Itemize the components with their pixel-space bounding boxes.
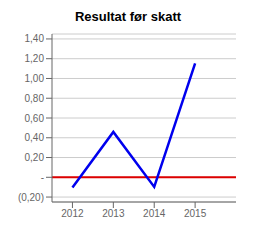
svg-text:2015: 2015 bbox=[184, 208, 207, 219]
svg-text:2012: 2012 bbox=[61, 208, 84, 219]
svg-text:0,20: 0,20 bbox=[25, 152, 45, 163]
svg-text:(0,20): (0,20) bbox=[18, 192, 44, 203]
svg-text:1,40: 1,40 bbox=[25, 33, 45, 44]
svg-text:1,20: 1,20 bbox=[25, 53, 45, 64]
svg-text:2013: 2013 bbox=[102, 208, 125, 219]
svg-text:0,40: 0,40 bbox=[25, 132, 45, 143]
svg-text:-: - bbox=[41, 172, 44, 183]
html-text:Resultat før skatt: Resultat før skatt bbox=[74, 9, 182, 24]
svg-text:0,80: 0,80 bbox=[25, 93, 45, 104]
svg-text:2014: 2014 bbox=[143, 208, 166, 219]
svg-text:0,60: 0,60 bbox=[25, 113, 45, 124]
svg-text:1,00: 1,00 bbox=[25, 73, 45, 84]
